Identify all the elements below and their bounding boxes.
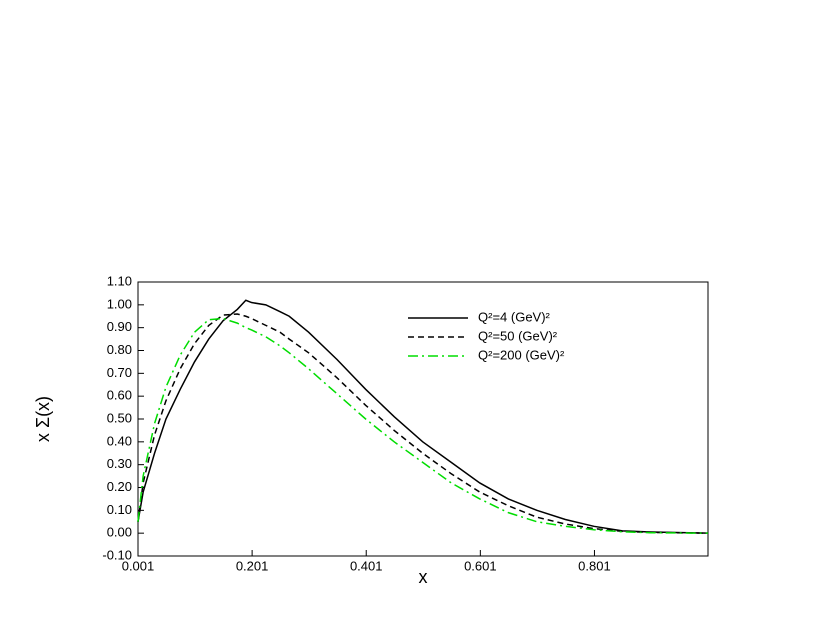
y-axis-title: x Σ(x) <box>33 396 53 442</box>
y-tick-label: 0.00 <box>107 525 132 540</box>
data-line <box>137 299 709 534</box>
y-tick-label: 0.80 <box>107 342 132 357</box>
x-axis-title: x <box>419 567 428 587</box>
x-tick-label: 0.201 <box>236 558 269 573</box>
y-tick-label: 0.60 <box>107 388 132 403</box>
y-tick-label: 0.70 <box>107 365 132 380</box>
x-tick-label: 0.801 <box>578 558 611 573</box>
legend-label: Q²=50 (GeV)² <box>478 328 558 343</box>
legend-label: Q²=200 (GeV)² <box>478 347 565 362</box>
y-tick-label: 0.90 <box>107 319 132 334</box>
y-tick-label: -0.10 <box>102 547 132 562</box>
y-tick-label: 0.30 <box>107 456 132 471</box>
plot-frame <box>137 281 709 557</box>
y-tick-label: 1.10 <box>107 273 132 288</box>
y-tick-label: 1.00 <box>107 296 132 311</box>
legend-label: Q²=4 (GeV)² <box>478 309 551 324</box>
y-tick-label: 0.10 <box>107 502 132 517</box>
y-tick-label: 0.40 <box>107 433 132 448</box>
x-tick-label: 0.001 <box>122 558 155 573</box>
y-tick-label: 0.20 <box>107 479 132 494</box>
data-line <box>137 313 709 534</box>
x-tick-label: 0.601 <box>464 558 497 573</box>
x-tick-label: 0.401 <box>350 558 383 573</box>
data-line <box>137 317 709 534</box>
y-tick-label: 0.50 <box>107 410 132 425</box>
